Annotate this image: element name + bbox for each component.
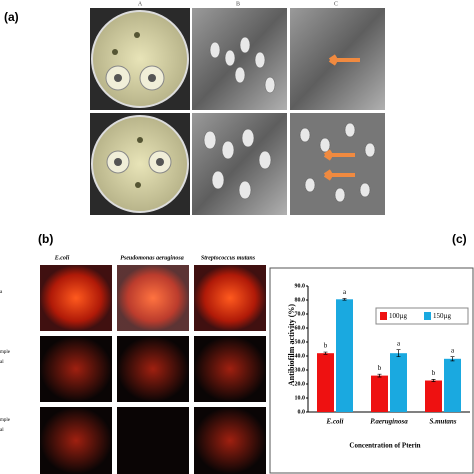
x-tick-label: E.coli (326, 418, 344, 426)
column-header: A (138, 1, 143, 7)
bar (425, 380, 442, 412)
panel-label: (b) (38, 232, 53, 246)
row-label: a (0, 290, 3, 295)
photos-a (90, 8, 385, 215)
chart-frame (269, 267, 474, 474)
significance-letter: b (432, 369, 436, 377)
row-label: al (0, 360, 4, 365)
significance-letter: a (397, 339, 401, 347)
legend-swatch (380, 312, 387, 320)
panel-label: (a) (4, 10, 19, 24)
error-bar (377, 373, 382, 378)
x-tick-label: S.mutans (429, 418, 456, 426)
bar (390, 353, 407, 412)
significance-letter: b (378, 364, 382, 372)
error-bar (342, 298, 347, 301)
plot: 0.0 10.0 20.0 30.0 40.0 50.0 60.0 70.0 80.0 90.0 E… (295, 283, 470, 426)
error-bar (431, 379, 436, 382)
column-header: Pseudomonas aeruginosa (120, 255, 184, 261)
y-tick-label: 0.0 (298, 409, 306, 415)
photos-b (40, 265, 266, 474)
y-tick-label: 30.0 (295, 367, 306, 373)
bar (371, 375, 388, 412)
error-bar (396, 349, 401, 358)
y-tick-label: 20.0 (295, 381, 306, 387)
y-tick-label: 10.0 (295, 395, 306, 401)
legend-frame (375, 307, 469, 325)
y-tick-label: 40.0 (295, 353, 306, 359)
bar (317, 353, 334, 412)
legend-label: 150µg (433, 312, 452, 320)
column-header: Streptococcus mutans (201, 255, 256, 261)
column-header: B (236, 1, 240, 7)
x-tick-label: P.aeruginosa (370, 418, 408, 426)
column-header: E.coli (54, 255, 70, 261)
panel-label: (c) (452, 232, 467, 246)
bar (336, 299, 353, 412)
significance-letter: a (451, 346, 455, 354)
y-tick-label: 80.0 (295, 297, 306, 303)
significance-letter: a (343, 288, 347, 296)
bar (444, 358, 461, 412)
y-axis-label: Antibiofilm activity (%) (287, 304, 296, 387)
y-tick-label: 60.0 (295, 325, 306, 331)
y-tick-label: 50.0 (295, 339, 306, 345)
legend-label: 100µg (389, 312, 408, 320)
legend-swatch (424, 312, 431, 320)
x-axis-label: Concentration of Pterin (349, 442, 420, 450)
row-label: al (0, 428, 4, 433)
row-label: mple (0, 418, 11, 423)
row-label: mple (0, 350, 11, 355)
significance-letter: b (324, 342, 328, 350)
error-bar (323, 351, 328, 355)
y-tick-label: 90.0 (295, 283, 306, 289)
column-header: C (334, 1, 338, 7)
y-tick-label: 70.0 (295, 311, 306, 317)
error-bar (450, 356, 455, 362)
